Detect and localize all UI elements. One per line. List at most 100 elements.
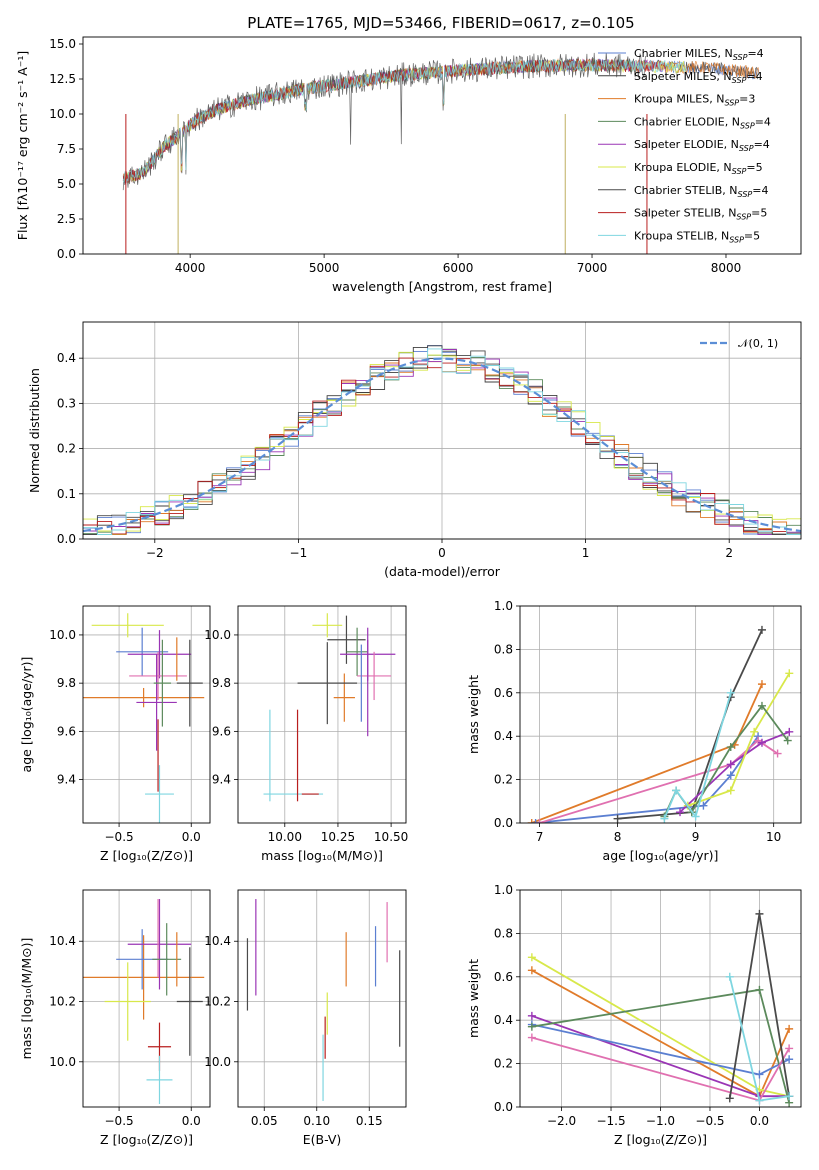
x-axis-label: Z [log₁₀(Z/Z⊙)] <box>100 848 193 863</box>
chart-age_vs_Z: −0.5 0.0 9.4 9.6 9.8 10.0 Z [log₁₀(Z/Z⊙)] age [… <box>19 605 211 863</box>
y-tick-label: 0.4 <box>494 729 513 743</box>
data-point <box>129 651 187 701</box>
ticks: 7 8 9 10 0.0 0.2 0.4 0.6 0.8 1.0 <box>494 599 781 844</box>
x-tick-label: 2 <box>725 546 733 560</box>
x-tick-label: 0.0 <box>182 1114 201 1128</box>
legend-entry: Salpeter ELODIE, NSSP=4 <box>634 138 770 153</box>
data-point <box>297 642 358 725</box>
weight-marker <box>691 812 700 821</box>
plot-area <box>83 613 205 823</box>
y-tick-label: 0.2 <box>494 1057 513 1071</box>
x-tick-label: 0 <box>438 546 446 560</box>
y-tick-label: 0.8 <box>494 642 513 656</box>
chart-massweight_vs_age: 7 8 9 10 0.0 0.2 0.4 0.6 0.8 1.0 age [log₁₀(age/yr… <box>466 599 802 863</box>
chart-mass_vs_EBV: 0.05 0.10 0.15 10.0 10.2 10.4 E(B-V) <box>204 889 407 1147</box>
data-point <box>357 651 392 701</box>
y-tick-label: 0.0 <box>57 532 76 546</box>
x-tick-label: −1.0 <box>646 1114 675 1128</box>
axes-frame <box>82 889 211 1108</box>
x-axis-label: Z [log₁₀(Z/Z⊙)] <box>100 1132 193 1147</box>
data-point <box>104 962 151 1041</box>
plot-area <box>122 52 760 254</box>
legend-entry: Salpeter STELIB, NSSP=5 <box>634 207 767 222</box>
plot-area <box>83 345 801 535</box>
y-tick-label: 0.1 <box>57 487 76 501</box>
grid <box>238 606 406 823</box>
x-tick-label: 10.00 <box>268 830 302 844</box>
ticks: −0.5 0.0 10.0 10.2 10.4 <box>49 934 201 1128</box>
y-tick-label: 0.2 <box>494 773 513 787</box>
y-tick-label: 10.0 <box>204 1055 231 1069</box>
y-tick-label: 0.8 <box>494 926 513 940</box>
weight-marker <box>785 1055 794 1064</box>
ticks: 4000 5000 6000 7000 8000 0.0 2.5 5.0 7.5 10.0 12.5… <box>49 37 741 275</box>
x-tick-label: 0.0 <box>182 830 201 844</box>
y-tick-label: 7.5 <box>57 142 76 156</box>
axes-frame <box>82 36 802 255</box>
legend-entry: Kroupa MILES, NSSP=3 <box>634 93 755 108</box>
weight-marker <box>726 771 735 780</box>
legend-entry: Chabrier MILES, NSSP=4 <box>634 47 764 62</box>
x-tick-label: 0.15 <box>356 1114 383 1128</box>
weight-marker <box>527 1022 536 1031</box>
weight-marker <box>757 701 766 710</box>
grid <box>238 890 406 1107</box>
histogram-series <box>83 348 801 535</box>
legend-entry: Kroupa STELIB, NSSP=5 <box>634 229 760 244</box>
axes-frame <box>237 889 407 1108</box>
y-tick-label: 9.4 <box>57 773 76 787</box>
weight-marker <box>783 736 792 745</box>
y-tick-label: 10.4 <box>204 934 231 948</box>
data-point <box>176 947 203 1056</box>
x-tick-label: −0.5 <box>105 830 134 844</box>
plot-area <box>246 899 401 1101</box>
y-tick-label: 0.3 <box>57 396 76 410</box>
weight-marker <box>755 985 764 994</box>
chart-age_vs_mass: 10.00 10.25 10.50 9.4 9.6 9.8 10.0 mass [log₁₀(… <box>204 605 408 863</box>
weight-marker <box>773 749 782 758</box>
y-axis-label: age [log₁₀(age/yr)] <box>19 657 34 773</box>
y-tick-label: 0.0 <box>494 816 513 830</box>
data-point <box>327 615 366 664</box>
y-tick-label: 9.8 <box>57 676 76 690</box>
weight-marker <box>757 738 766 747</box>
y-tick-label: 0.4 <box>494 1013 513 1027</box>
weight-marker <box>755 1070 764 1079</box>
data-point <box>176 639 203 727</box>
x-tick-label: 8 <box>614 830 622 844</box>
data-point <box>127 899 192 990</box>
weight-marker <box>672 786 681 795</box>
data-point <box>136 654 177 751</box>
x-tick-label: −2.0 <box>547 1114 576 1128</box>
data-point <box>91 613 164 638</box>
weight-marker <box>785 1024 794 1033</box>
weight-marker <box>527 953 536 962</box>
weight-marker <box>535 819 544 823</box>
ticks: 0.05 0.10 0.15 10.0 10.2 10.4 <box>204 934 382 1128</box>
ticks: −0.5 0.0 9.4 9.6 9.8 10.0 <box>49 628 201 844</box>
y-tick-label: 1.0 <box>494 883 513 897</box>
x-tick-label: −2 <box>146 546 164 560</box>
x-tick-label: 7 <box>536 830 544 844</box>
x-tick-label: 4000 <box>175 261 206 275</box>
x-tick-label: 1 <box>582 546 590 560</box>
y-tick-label: 10.0 <box>204 628 231 642</box>
chart-residuals: −2 −1 0 1 2 0.0 0.1 0.2 0.3 0.4 (data-model)/error… <box>27 321 802 579</box>
weight-marker <box>699 801 708 810</box>
weight-series <box>663 692 732 820</box>
axes-frame <box>519 605 802 824</box>
x-tick-label: 6000 <box>443 261 474 275</box>
chart-mass_vs_Z: −0.5 0.0 10.0 10.2 10.4 Z [log₁₀(Z/Z⊙)] mass [… <box>19 889 211 1147</box>
y-axis-label: Flux [fλ10⁻¹⁷ erg cm⁻² s⁻¹ A⁻¹] <box>15 51 30 240</box>
weight-marker <box>785 1044 794 1053</box>
weight-series <box>539 739 779 823</box>
y-tick-label: 2.5 <box>57 212 76 226</box>
weight-marker <box>757 625 766 634</box>
weight-series <box>617 629 763 820</box>
weight-marker <box>613 814 622 823</box>
data-point <box>83 935 205 1020</box>
y-tick-label: 0.6 <box>494 686 513 700</box>
x-axis-label: E(B-V) <box>303 1132 342 1147</box>
axes-frame <box>82 605 211 824</box>
data-point <box>83 687 205 708</box>
